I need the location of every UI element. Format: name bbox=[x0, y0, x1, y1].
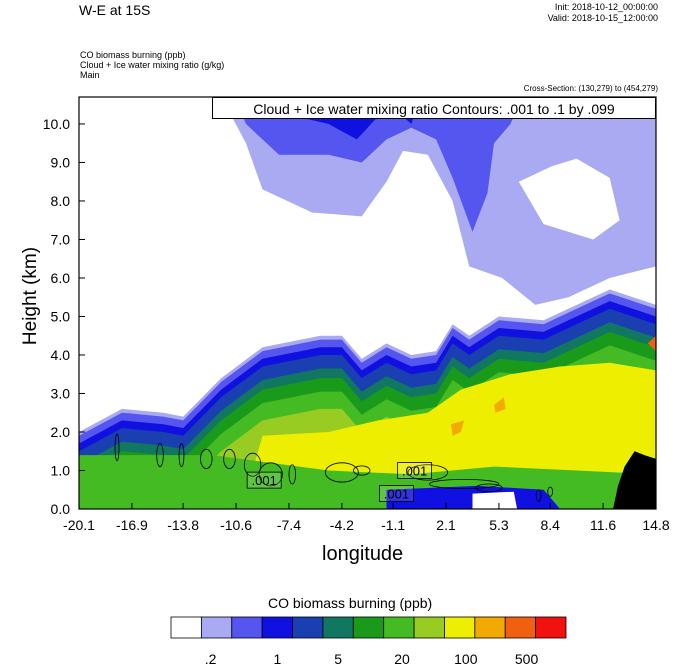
colorbar-swatch bbox=[352, 616, 385, 639]
co-band-9 bbox=[246, 362, 656, 494]
x-tick-label: 14.8 bbox=[642, 517, 669, 533]
contour-line bbox=[547, 486, 554, 497]
colorbar-swatch bbox=[200, 616, 233, 639]
cross-section-label: Cross-Section: (130,279) to (454,279) bbox=[523, 84, 658, 93]
x-axis: -20.1 -16.9 -13.8 -10.6 -7.4 -4.2 -1.1 2.1 5.3 8.… bbox=[63, 503, 670, 533]
x-tick-label: -10.6 bbox=[220, 517, 252, 533]
init-time: Init: 2018-10-12_00:00:00 bbox=[554, 2, 658, 12]
contour-line bbox=[223, 448, 236, 469]
contour-label-box bbox=[397, 462, 433, 479]
x-tick-label: -16.9 bbox=[116, 517, 148, 533]
y-tick-label: 10.0 bbox=[43, 116, 70, 132]
contour-label-box bbox=[379, 485, 414, 502]
colorbar-label: 1 bbox=[274, 651, 282, 667]
contour-line bbox=[324, 462, 359, 483]
colorbar-swatch bbox=[231, 616, 263, 639]
co-field bbox=[79, 97, 656, 509]
co-clear-patch bbox=[518, 158, 620, 240]
contour-line bbox=[156, 443, 164, 468]
x-tick-label: 5.3 bbox=[489, 517, 509, 533]
valid-time: Valid: 2018-10-15_12:00:00 bbox=[547, 13, 658, 23]
contour-label: .001 bbox=[252, 473, 277, 488]
colorbar-label: 100 bbox=[454, 651, 478, 667]
colorbar-swatch bbox=[322, 616, 354, 639]
contour-line bbox=[114, 433, 120, 462]
x-tick-label: -1.1 bbox=[381, 517, 405, 533]
field-main: Main bbox=[80, 70, 100, 80]
co-max-patch-1 bbox=[451, 420, 465, 436]
contour-line bbox=[407, 464, 449, 481]
co-outflow-mid bbox=[234, 97, 523, 232]
colorbar: .2 1 5 20 100 500 bbox=[170, 616, 567, 667]
field-cloud: Cloud + Ice water mixing ratio (g/kg) bbox=[80, 60, 225, 70]
contour-line bbox=[535, 489, 542, 502]
x-tick-label: 11.6 bbox=[590, 517, 616, 533]
colorbar-swatch bbox=[170, 616, 202, 639]
y-tick-label: 2.0 bbox=[51, 424, 71, 440]
x-tick-label: -20.1 bbox=[63, 517, 95, 533]
contour-line bbox=[243, 452, 262, 477]
x-tick-label: 8.4 bbox=[540, 517, 560, 533]
y-tick-label: 8.0 bbox=[51, 193, 71, 209]
x-tick-label: -7.4 bbox=[277, 517, 301, 533]
y-axis: 0.0 1.0 2.0 3.0 4.0 5.0 6.0 7.0 8.0 9.0 10.0 bbox=[43, 116, 85, 517]
co-surface-white bbox=[472, 491, 518, 509]
page-title: W-E at 15S bbox=[79, 2, 151, 18]
y-axis-title: Height (km) bbox=[20, 246, 42, 346]
y-tick-label: 3.0 bbox=[51, 385, 71, 401]
colorbar-label: 500 bbox=[515, 651, 539, 667]
y-tick-label: 7.0 bbox=[51, 231, 71, 247]
colorbar-label: 20 bbox=[394, 651, 410, 667]
contour-line bbox=[353, 465, 371, 476]
y-tick-label: 5.0 bbox=[51, 308, 71, 324]
contour-info-box: Cloud + Ice water mixing ratio Contours:… bbox=[212, 97, 656, 119]
colorbar-swatch bbox=[444, 616, 476, 639]
colorbar-swatch bbox=[292, 616, 324, 639]
colorbar-label: .2 bbox=[205, 651, 217, 667]
co-edge-patch bbox=[647, 335, 656, 352]
colorbar-swatch bbox=[413, 616, 445, 639]
x-axis-title: longitude bbox=[322, 543, 404, 565]
y-tick-label: 6.0 bbox=[51, 270, 71, 286]
y-tick-label: 0.0 bbox=[51, 501, 71, 517]
contour-label: .001 bbox=[402, 463, 427, 478]
y-tick-label: 9.0 bbox=[51, 154, 71, 170]
contour-line bbox=[258, 462, 283, 487]
colorbar-label: 5 bbox=[334, 651, 342, 667]
contour-line bbox=[429, 478, 500, 489]
co-max-patch-2 bbox=[494, 397, 506, 413]
y-tick-label: 1.0 bbox=[51, 462, 71, 478]
time-info: Init: 2018-10-12_00:00:00 Valid: 2018-10… bbox=[548, 2, 658, 24]
colorbar-swatch bbox=[383, 616, 415, 639]
x-tick-label: 2.1 bbox=[436, 517, 456, 533]
contour-label: .001 bbox=[384, 487, 409, 502]
y-tick-label: 4.0 bbox=[51, 347, 71, 363]
colorbar-title: CO biomass burning (ppb) bbox=[268, 595, 433, 611]
colorbar-swatch bbox=[504, 616, 537, 639]
field-description: CO biomass burning (ppb) Cloud + Ice wat… bbox=[80, 50, 224, 80]
contour-line bbox=[288, 464, 296, 485]
colorbar-swatch bbox=[535, 616, 567, 639]
cloud-contours: .001 .001 .001 bbox=[114, 433, 554, 502]
terrain bbox=[613, 451, 656, 509]
contour-line bbox=[475, 483, 503, 493]
contour-line bbox=[178, 443, 185, 468]
x-tick-label: -4.2 bbox=[330, 517, 354, 533]
colorbar-swatch bbox=[474, 616, 506, 639]
x-tick-label: -13.8 bbox=[167, 517, 199, 533]
colorbar-swatch bbox=[261, 616, 293, 639]
contour-line bbox=[200, 448, 213, 469]
contour-label-box bbox=[246, 471, 282, 489]
field-co: CO biomass burning (ppb) bbox=[80, 50, 186, 60]
